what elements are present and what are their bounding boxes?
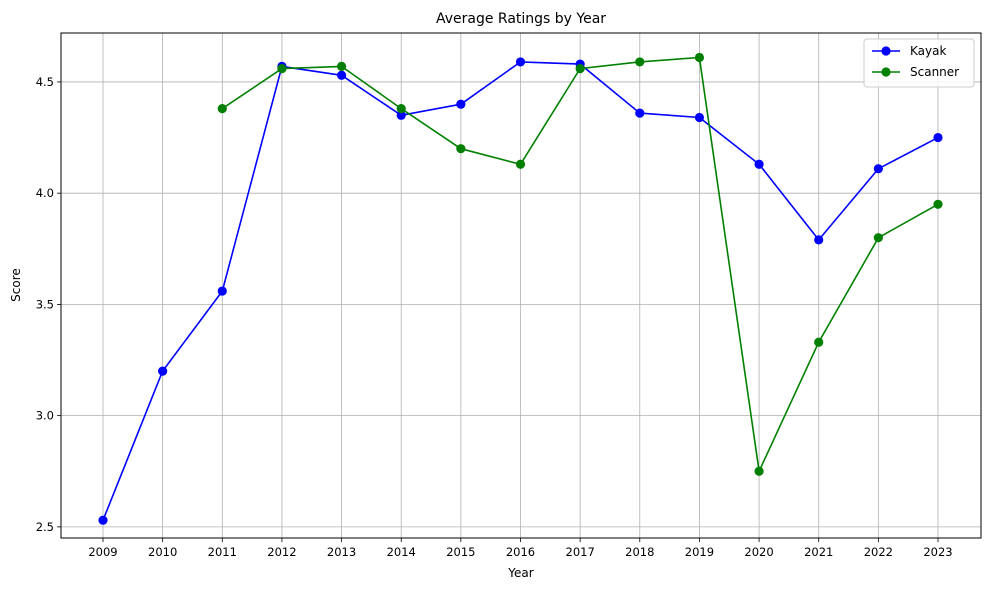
data-point-scanner — [396, 104, 406, 114]
data-point-kayak — [217, 286, 227, 296]
data-point-scanner — [933, 199, 943, 209]
data-point-kayak — [98, 515, 108, 525]
data-point-kayak — [694, 112, 705, 123]
x-tick-label: 2021 — [804, 545, 833, 559]
x-tick-label: 2017 — [566, 545, 595, 559]
data-point-scanner — [873, 233, 883, 243]
data-point-scanner — [635, 57, 645, 67]
x-tick-label: 2014 — [387, 545, 416, 559]
plot-frame — [60, 32, 982, 539]
data-point-kayak — [456, 99, 466, 109]
series-layer — [98, 52, 943, 525]
legend-marker-kayak — [881, 46, 891, 56]
data-point-scanner — [277, 63, 287, 74]
data-point-kayak — [158, 366, 168, 376]
x-tick-label: 2020 — [744, 545, 773, 559]
data-point-kayak — [933, 132, 943, 143]
data-point-kayak — [754, 159, 764, 169]
x-axis-label: Year — [507, 566, 533, 580]
x-tick-label: 2010 — [148, 545, 177, 559]
x-tick-label: 2012 — [267, 545, 296, 559]
series-kayak — [98, 57, 943, 525]
y-tick-label: 4.0 — [36, 186, 54, 200]
data-point-scanner — [814, 337, 824, 347]
x-tick-label: 2013 — [327, 545, 356, 559]
data-point-kayak — [814, 235, 824, 245]
chart-title: Average Ratings by Year — [436, 11, 606, 27]
series-scanner — [217, 52, 943, 476]
x-tick-label: 2022 — [864, 545, 893, 559]
x-tick-label: 2023 — [923, 545, 952, 559]
axis-ticks: 2009 2010 2011 2012 2013 2014 2015 2016 2017 2018… — [36, 75, 953, 559]
x-tick-label: 2009 — [88, 545, 117, 559]
data-point-kayak — [336, 70, 347, 80]
data-point-scanner — [217, 104, 227, 114]
y-tick-label: 3.0 — [36, 409, 54, 423]
legend-marker-scanner — [881, 67, 891, 77]
data-point-scanner — [456, 144, 466, 154]
y-tick-label: 3.5 — [36, 297, 54, 311]
x-tick-label: 2019 — [685, 545, 714, 559]
data-point-scanner — [694, 52, 705, 63]
y-tick-label: 4.5 — [36, 75, 54, 89]
x-tick-label: 2018 — [625, 545, 654, 559]
x-tick-label: 2011 — [208, 545, 237, 559]
legend: Kayak Scanner — [863, 38, 975, 88]
data-point-scanner — [575, 63, 585, 74]
data-point-scanner — [515, 159, 526, 169]
data-point-kayak — [873, 164, 883, 174]
x-tick-label: 2015 — [446, 545, 475, 559]
data-point-kayak — [635, 108, 645, 118]
data-point-kayak — [515, 57, 526, 67]
data-point-kayak — [396, 110, 406, 120]
data-point-scanner — [754, 466, 764, 476]
y-axis-label: Score — [9, 268, 23, 302]
legend-label-kayak: Kayak — [910, 44, 946, 58]
data-point-scanner — [336, 61, 347, 71]
legend-label-scanner: Scanner — [910, 65, 959, 79]
x-tick-label: 2016 — [506, 545, 535, 559]
y-tick-label: 2.5 — [36, 520, 54, 534]
